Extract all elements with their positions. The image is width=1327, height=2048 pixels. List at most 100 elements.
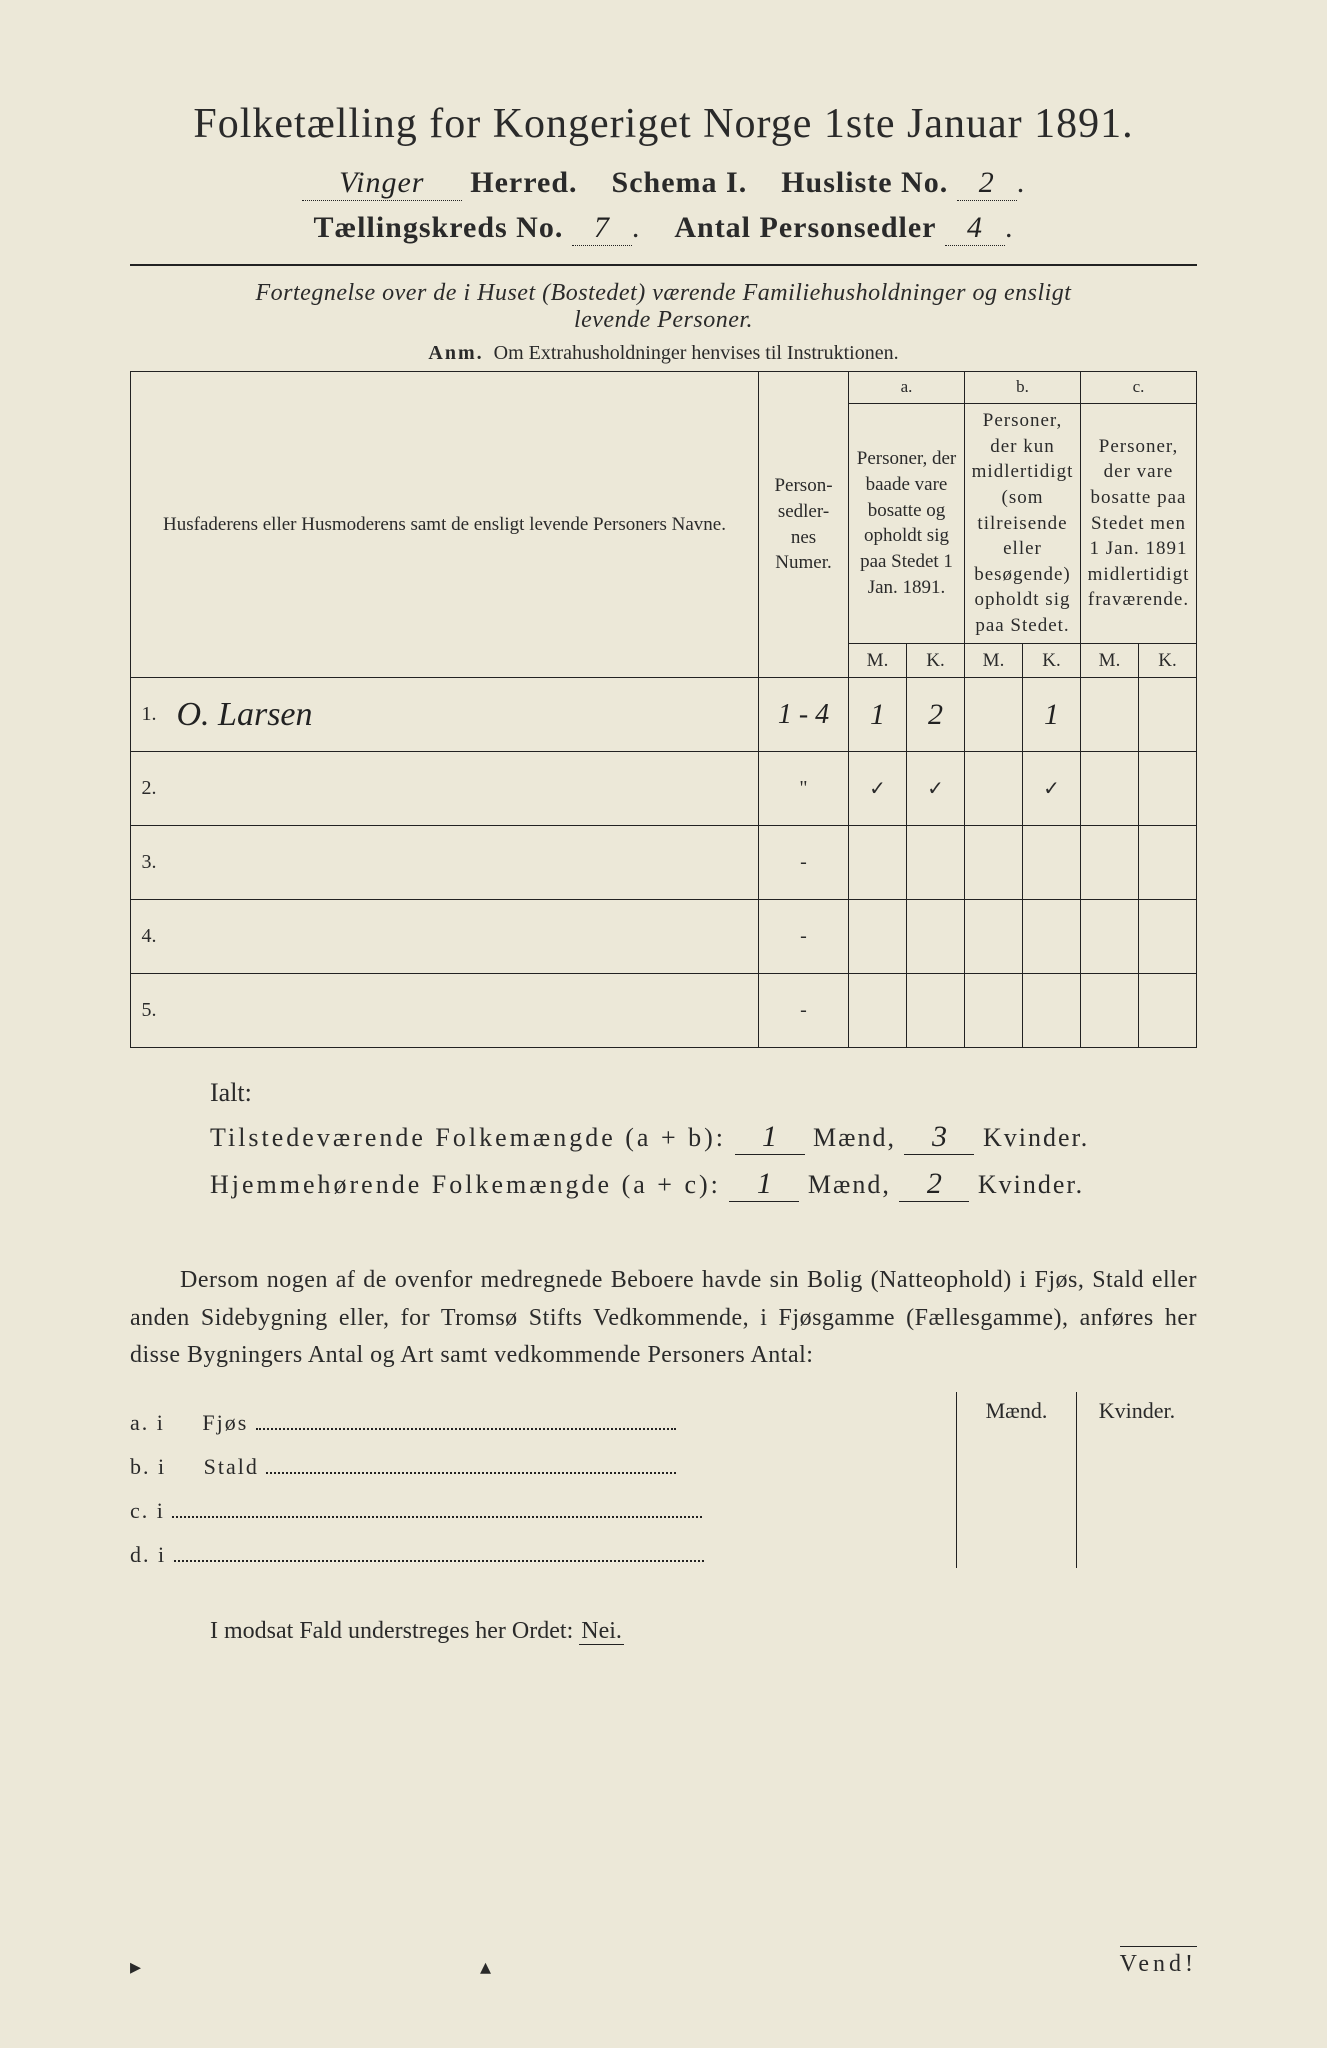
row-c-m [1081, 974, 1139, 1048]
husliste-value: 2 [957, 166, 1017, 201]
modsat-line: I modsat Fald understreges her Ordet: Ne… [130, 1618, 1197, 1645]
table-row: 5. - [131, 974, 1197, 1048]
row-numer: " [759, 752, 849, 826]
row-b-m [965, 752, 1023, 826]
row-numer: - [759, 974, 849, 1048]
col-c-m: M. [1081, 643, 1139, 678]
row-c-k [1139, 900, 1197, 974]
side-line-d: d. i [130, 1542, 938, 1568]
anm-line: Anm. Om Extrahusholdninger henvises til … [130, 342, 1197, 365]
col-numer: Person- sedler- nes Numer. [759, 372, 849, 678]
census-table: Husfaderens eller Husmoderens samt de en… [130, 371, 1197, 1048]
subline-1: Vinger Herred. Schema I. Husliste No. 2. [130, 166, 1197, 201]
tilstede-k: 3 [904, 1120, 974, 1155]
row-c-k [1139, 678, 1197, 752]
row-a-k: ✓ [907, 752, 965, 826]
side-line-c: c. i [130, 1498, 938, 1524]
subline-2: Tællingskreds No. 7. Antal Personsedler … [130, 211, 1197, 246]
antal-value: 4 [945, 211, 1005, 246]
side-table: a. i Fjøs b. i Stald c. i d. i Mænd. Kvi… [130, 1392, 1197, 1568]
side-paragraph: Dersom nogen af de ovenfor medregnede Be… [130, 1262, 1197, 1374]
row-c-m [1081, 826, 1139, 900]
vend-label: Vend! [1120, 1946, 1197, 1978]
hjemme-m: 1 [729, 1167, 799, 1202]
row-name [171, 826, 759, 900]
row-a-m: 1 [849, 678, 907, 752]
row-numer: 1 - 4 [759, 678, 849, 752]
col-a-text: Personer, der baade vare bosatte og opho… [849, 403, 965, 643]
row-a-m: ✓ [849, 752, 907, 826]
col-c-k: K. [1139, 643, 1197, 678]
row-num: 4. [131, 900, 171, 974]
ialt-heading: Ialt: [210, 1078, 1197, 1108]
row-b-m [965, 826, 1023, 900]
table-row: 4. - [131, 900, 1197, 974]
side-col-kvinder: Kvinder. [1077, 1392, 1197, 1568]
table-body: 1. O. Larsen 1 - 4 1 2 1 2. " ✓ ✓ ✓ 3. - [131, 678, 1197, 1048]
row-a-k: 2 [907, 678, 965, 752]
col-c-text: Personer, der vare bosatte paa Stedet me… [1081, 403, 1197, 643]
hjemme-k: 2 [899, 1167, 969, 1202]
col-b-m: M. [965, 643, 1023, 678]
row-num: 1. [131, 678, 171, 752]
col-a-k: K. [907, 643, 965, 678]
dot-marker-left: ▸ [130, 1954, 141, 1980]
col-a-m: M. [849, 643, 907, 678]
row-c-m [1081, 752, 1139, 826]
row-a-k [907, 826, 965, 900]
row-b-m [965, 900, 1023, 974]
row-a-k [907, 900, 965, 974]
row-b-k [1023, 900, 1081, 974]
tilstede-row: Tilstedeværende Folkemængde (a + b): 1 M… [210, 1120, 1197, 1155]
row-c-k [1139, 974, 1197, 1048]
intro-line: Fortegnelse over de i Huset (Bostedet) v… [130, 280, 1197, 334]
table-row: 2. " ✓ ✓ ✓ [131, 752, 1197, 826]
dot-marker-center: ▴ [480, 1954, 491, 1980]
hjemme-row: Hjemmehørende Folkemængde (a + c): 1 Mæn… [210, 1167, 1197, 1202]
table-row: 3. - [131, 826, 1197, 900]
row-b-k: ✓ [1023, 752, 1081, 826]
row-numer: - [759, 900, 849, 974]
row-num: 5. [131, 974, 171, 1048]
side-col-maend: Mænd. [957, 1392, 1077, 1568]
row-a-m [849, 900, 907, 974]
side-line-b: b. i Stald [130, 1454, 938, 1480]
row-c-m [1081, 900, 1139, 974]
row-name: O. Larsen [171, 678, 759, 752]
row-num: 2. [131, 752, 171, 826]
row-b-m [965, 678, 1023, 752]
tilstede-m: 1 [735, 1120, 805, 1155]
row-b-k [1023, 826, 1081, 900]
table-row: 1. O. Larsen 1 - 4 1 2 1 [131, 678, 1197, 752]
col-b-label: b. [965, 372, 1081, 404]
row-name [171, 752, 759, 826]
row-name [171, 974, 759, 1048]
herred-value: Vinger [302, 166, 462, 201]
nei-word: Nei. [579, 1618, 624, 1645]
side-line-a: a. i Fjøs [130, 1410, 938, 1436]
ialt-block: Ialt: Tilstedeværende Folkemængde (a + b… [130, 1078, 1197, 1202]
col-c-label: c. [1081, 372, 1197, 404]
row-c-k [1139, 752, 1197, 826]
divider-top [130, 264, 1197, 266]
kreds-label: Tællingskreds No. [314, 211, 564, 244]
row-a-m [849, 826, 907, 900]
row-b-k [1023, 974, 1081, 1048]
herred-label: Herred. [470, 166, 577, 199]
row-b-k: 1 [1023, 678, 1081, 752]
col-b-text: Personer, der kun midlertidigt (som tilr… [965, 403, 1081, 643]
row-name [171, 900, 759, 974]
col-name: Husfaderens eller Husmoderens samt de en… [131, 372, 759, 678]
row-numer: - [759, 826, 849, 900]
row-c-k [1139, 826, 1197, 900]
row-num: 3. [131, 826, 171, 900]
side-left: a. i Fjøs b. i Stald c. i d. i [130, 1392, 956, 1568]
col-a-label: a. [849, 372, 965, 404]
row-c-m [1081, 678, 1139, 752]
antal-label: Antal Personsedler [674, 211, 936, 244]
husliste-label: Husliste No. [781, 166, 948, 199]
row-b-m [965, 974, 1023, 1048]
page-title: Folketælling for Kongeriget Norge 1ste J… [130, 100, 1197, 148]
schema-label: Schema I. [612, 166, 748, 199]
row-a-k [907, 974, 965, 1048]
